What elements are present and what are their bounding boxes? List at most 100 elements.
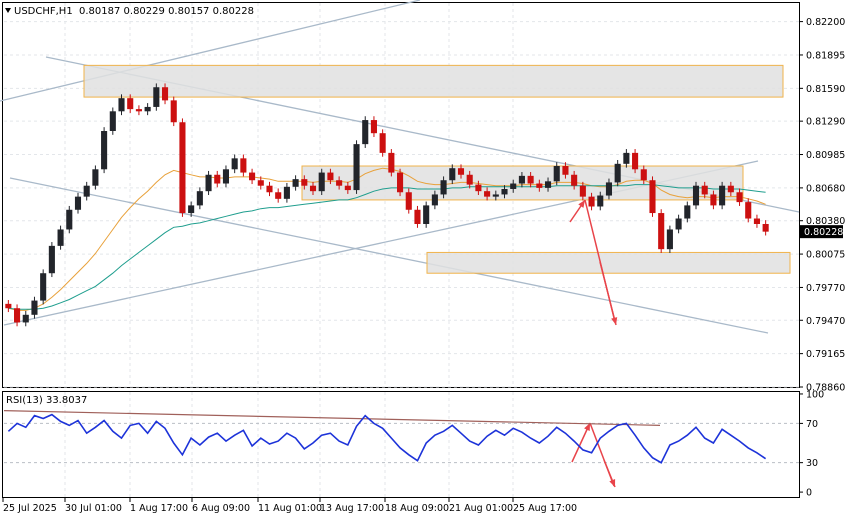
candle-body — [83, 185, 90, 197]
price-tick-label: 0.79165 — [806, 349, 845, 360]
candle-body — [336, 180, 343, 186]
time-tick-label: 21 Aug 01:00 — [449, 503, 513, 514]
candle-body — [518, 175, 525, 184]
rsi-panel-frame — [2, 391, 800, 498]
price-series — [5, 83, 769, 327]
candle-body — [301, 179, 308, 186]
time-tick-label: 6 Aug 09:00 — [192, 503, 250, 514]
candle-body — [48, 245, 55, 274]
moving-average-line — [8, 184, 766, 310]
rsi-series — [3, 410, 767, 464]
candle-body — [692, 185, 700, 206]
candle-body — [14, 308, 21, 323]
candle-body — [423, 205, 430, 224]
candle-body — [327, 172, 334, 181]
rsi-tick-label: 30 — [806, 458, 818, 469]
candle-body — [362, 120, 369, 145]
price-tick-label: 0.80680 — [806, 183, 845, 194]
candle-body — [597, 195, 604, 207]
rsi-tick-label: 100 — [806, 389, 824, 400]
candle-body — [466, 174, 473, 185]
candle-body — [510, 183, 517, 189]
price-tick-label: 0.82200 — [806, 17, 845, 28]
channel-line — [9, 177, 769, 334]
price-tick-label: 0.81290 — [806, 117, 845, 128]
price-tick-label: 0.78860 — [806, 383, 845, 394]
candle-body — [66, 209, 73, 230]
candle-body — [101, 131, 108, 170]
candle-body — [22, 314, 29, 323]
candle-body — [501, 188, 508, 195]
candle-body — [457, 168, 465, 175]
projection-arrow-head — [611, 317, 618, 325]
candle-body — [753, 218, 760, 224]
current-price-value: 0.80228 — [804, 227, 843, 238]
candle-body — [222, 169, 230, 184]
candle-body — [5, 303, 12, 309]
candle-body — [40, 273, 47, 301]
candle-body — [275, 192, 282, 199]
candle-body — [527, 175, 534, 184]
candle-body — [614, 163, 621, 183]
time-tick-label: 18 Aug 09:00 — [385, 503, 449, 514]
candle-body — [536, 183, 543, 188]
rsi-tick-label: 70 — [806, 419, 818, 430]
current-price-badge — [800, 225, 843, 239]
candle-body — [74, 196, 82, 210]
channel-line — [0, 0, 421, 102]
projection-arrows — [569, 199, 618, 488]
candle-body — [196, 191, 203, 206]
candle-body — [571, 174, 578, 186]
candle-body — [762, 223, 769, 232]
price-axis: 0.82200 0.81895 0.81590 0.81290 0.80985 0.806… — [799, 17, 845, 394]
price-tick-label: 0.80075 — [806, 250, 845, 261]
candle-body — [397, 172, 404, 193]
symbol-label: USDCHF,H1 — [14, 6, 73, 17]
candle-body — [92, 169, 99, 186]
candle-body — [370, 120, 377, 134]
candle-body — [414, 209, 421, 224]
candle-body — [292, 179, 299, 187]
candle-body — [214, 174, 221, 184]
rsi-tick-label: 0 — [806, 488, 812, 499]
candle-body — [632, 152, 639, 170]
candle-body — [283, 186, 290, 199]
candle-body — [153, 87, 160, 107]
candle-body — [179, 122, 186, 214]
candle-body — [675, 218, 682, 230]
candle-body — [144, 106, 151, 112]
candle-body — [109, 111, 116, 131]
ohlc-values: 0.80187 0.80229 0.80157 0.80228 — [79, 6, 254, 17]
projection-arrow-head — [584, 423, 590, 431]
candle-body — [684, 205, 691, 219]
candle-body — [266, 185, 273, 193]
candle-body — [745, 202, 752, 219]
candle-body — [736, 192, 743, 203]
candle-body — [257, 180, 264, 186]
candle-body — [623, 152, 630, 164]
candle-body — [562, 166, 569, 175]
candle-body — [405, 192, 412, 210]
time-tick-label: 13 Aug 17:00 — [320, 503, 384, 514]
candle-body — [605, 182, 613, 196]
candle-body — [309, 185, 317, 192]
candle-body — [553, 166, 560, 182]
projection-arrow-head — [609, 479, 616, 487]
projection-arrow-head — [578, 200, 585, 208]
candle-body — [31, 300, 38, 315]
candle-body — [388, 152, 395, 173]
time-tick-label: 25 Aug 17:00 — [513, 503, 577, 514]
dropdown-triangle-icon[interactable] — [5, 8, 11, 13]
candle-body — [544, 181, 552, 188]
candle-body — [440, 180, 447, 195]
candle-body — [579, 185, 586, 197]
rsi-label: RSI(13) 33.8037 — [6, 395, 87, 406]
candle-body — [701, 185, 708, 195]
price-tick-label: 0.79770 — [806, 283, 845, 294]
candle-body — [431, 194, 438, 206]
rsi-trendline — [3, 410, 661, 426]
candle-body — [666, 229, 673, 250]
candle-body — [135, 109, 142, 112]
candle-body — [344, 185, 351, 191]
